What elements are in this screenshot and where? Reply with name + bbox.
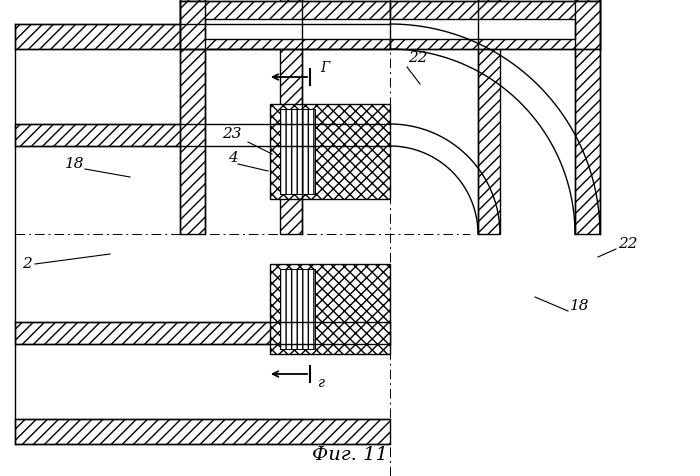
Polygon shape (15, 25, 390, 50)
Polygon shape (390, 2, 600, 50)
Polygon shape (575, 0, 600, 235)
Text: Г: Г (320, 61, 329, 75)
Text: 23: 23 (222, 127, 242, 141)
Polygon shape (270, 265, 390, 354)
Text: г: г (318, 375, 325, 389)
Polygon shape (15, 125, 390, 147)
Polygon shape (15, 322, 390, 344)
Polygon shape (205, 20, 575, 40)
Polygon shape (390, 25, 600, 235)
Text: 22: 22 (408, 51, 428, 65)
Text: 4: 4 (228, 151, 238, 165)
Polygon shape (180, 0, 600, 235)
Text: Фиг. 11: Фиг. 11 (312, 445, 388, 463)
Polygon shape (280, 269, 315, 349)
Text: 2: 2 (22, 257, 32, 270)
Text: 22: 22 (618, 237, 638, 250)
Polygon shape (15, 25, 390, 444)
Polygon shape (180, 0, 205, 235)
Text: 18: 18 (570, 298, 589, 312)
Text: 18: 18 (65, 157, 85, 170)
Polygon shape (390, 125, 500, 235)
Polygon shape (478, 0, 500, 235)
Polygon shape (390, 25, 600, 235)
Polygon shape (280, 110, 315, 195)
Polygon shape (180, 2, 390, 50)
Polygon shape (280, 0, 302, 235)
Polygon shape (270, 105, 390, 199)
Polygon shape (15, 419, 390, 444)
